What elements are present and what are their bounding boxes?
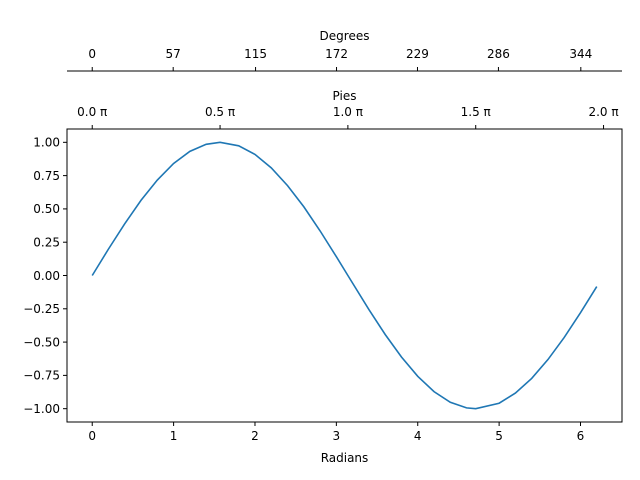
pies-tick-label: 1.5 π <box>461 105 491 119</box>
degrees-tick-label: 0 <box>88 47 96 61</box>
degrees-tick-label: 344 <box>569 47 592 61</box>
pies-tick-label: 2.0 π <box>588 105 618 119</box>
plot-frame <box>66 128 623 423</box>
degrees-axis: 0 57 115 172 229 286 344 Degrees <box>67 29 622 72</box>
degrees-tick-label: 172 <box>325 47 348 61</box>
pies-tick-label: 0.5 π <box>205 105 235 119</box>
y-tick-label: −1.00 <box>23 402 60 416</box>
pies-tick-label: 0.0 π <box>77 105 107 119</box>
degrees-tick-label: 286 <box>487 47 510 61</box>
y-tick-label: 0.00 <box>33 269 60 283</box>
degrees-tick-label: 57 <box>166 47 181 61</box>
x-tick-label: 3 <box>333 429 341 443</box>
pies-axis: 0.0 π 0.5 π 1.0 π 1.5 π 2.0 π Pies <box>77 89 619 129</box>
x-tick-label: 1 <box>170 429 178 443</box>
x-tick-label: 6 <box>577 429 585 443</box>
degrees-tick-label: 115 <box>244 47 267 61</box>
y-tick-label: 0.25 <box>33 236 60 250</box>
x-tick-label: 5 <box>495 429 503 443</box>
y-tick-label: −0.75 <box>23 369 60 383</box>
y-tick-label: 1.00 <box>33 136 60 150</box>
x-tick-label: 2 <box>251 429 259 443</box>
y-tick-label: 0.75 <box>33 169 60 183</box>
y-tick-label: −0.50 <box>23 335 60 349</box>
pies-tick-label: 1.0 π <box>333 105 363 119</box>
sine-series-line <box>91 141 598 410</box>
y-tick-label: 0.50 <box>33 202 60 216</box>
radians-axis: 0 1 2 3 4 5 6 <box>88 422 584 443</box>
x-axis-label: Radians <box>321 451 369 465</box>
y-tick-label: −0.25 <box>23 302 60 316</box>
y-axis: 1.00 0.75 0.50 0.25 0.00 −0.25 −0.50 −0.75 −1.00 <box>23 136 67 416</box>
degrees-tick-label: 229 <box>406 47 429 61</box>
x-tick-label: 4 <box>414 429 422 443</box>
x-tick-label: 0 <box>88 429 96 443</box>
pies-axis-label: Pies <box>333 89 357 103</box>
degrees-axis-label: Degrees <box>320 29 370 43</box>
